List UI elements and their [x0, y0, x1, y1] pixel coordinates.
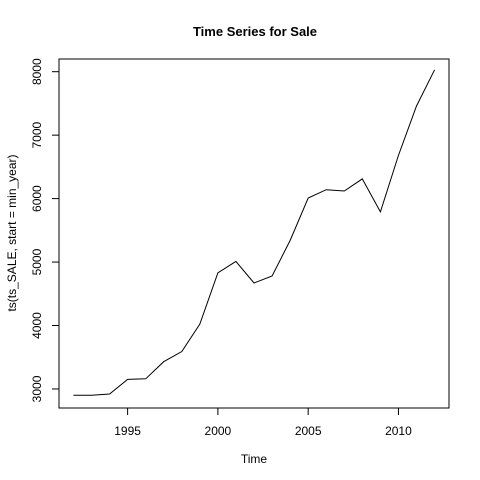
series-line [73, 69, 436, 396]
y-tick-label: 4000 [30, 312, 44, 339]
chart-title: Time Series for Sale [193, 24, 317, 39]
y-axis-label: ts(ts_SALE, start = min_year) [5, 154, 19, 311]
y-tick-label: 7000 [30, 121, 44, 148]
x-axis-label: Time [241, 452, 268, 466]
y-tick-label: 5000 [30, 248, 44, 275]
x-axis: 1995 2000 2005 2010 [114, 407, 412, 438]
x-tick-label: 2000 [205, 424, 232, 438]
y-tick-label: 6000 [30, 185, 44, 212]
y-tick-label: 8000 [30, 58, 44, 85]
y-axis: 3000 4000 5000 6000 7000 8000 [30, 58, 60, 402]
x-tick-label: 2005 [295, 424, 322, 438]
x-tick-label: 1995 [114, 424, 141, 438]
y-tick-label: 3000 [30, 375, 44, 402]
plot-frame [58, 58, 450, 409]
x-tick-label: 2010 [385, 424, 412, 438]
